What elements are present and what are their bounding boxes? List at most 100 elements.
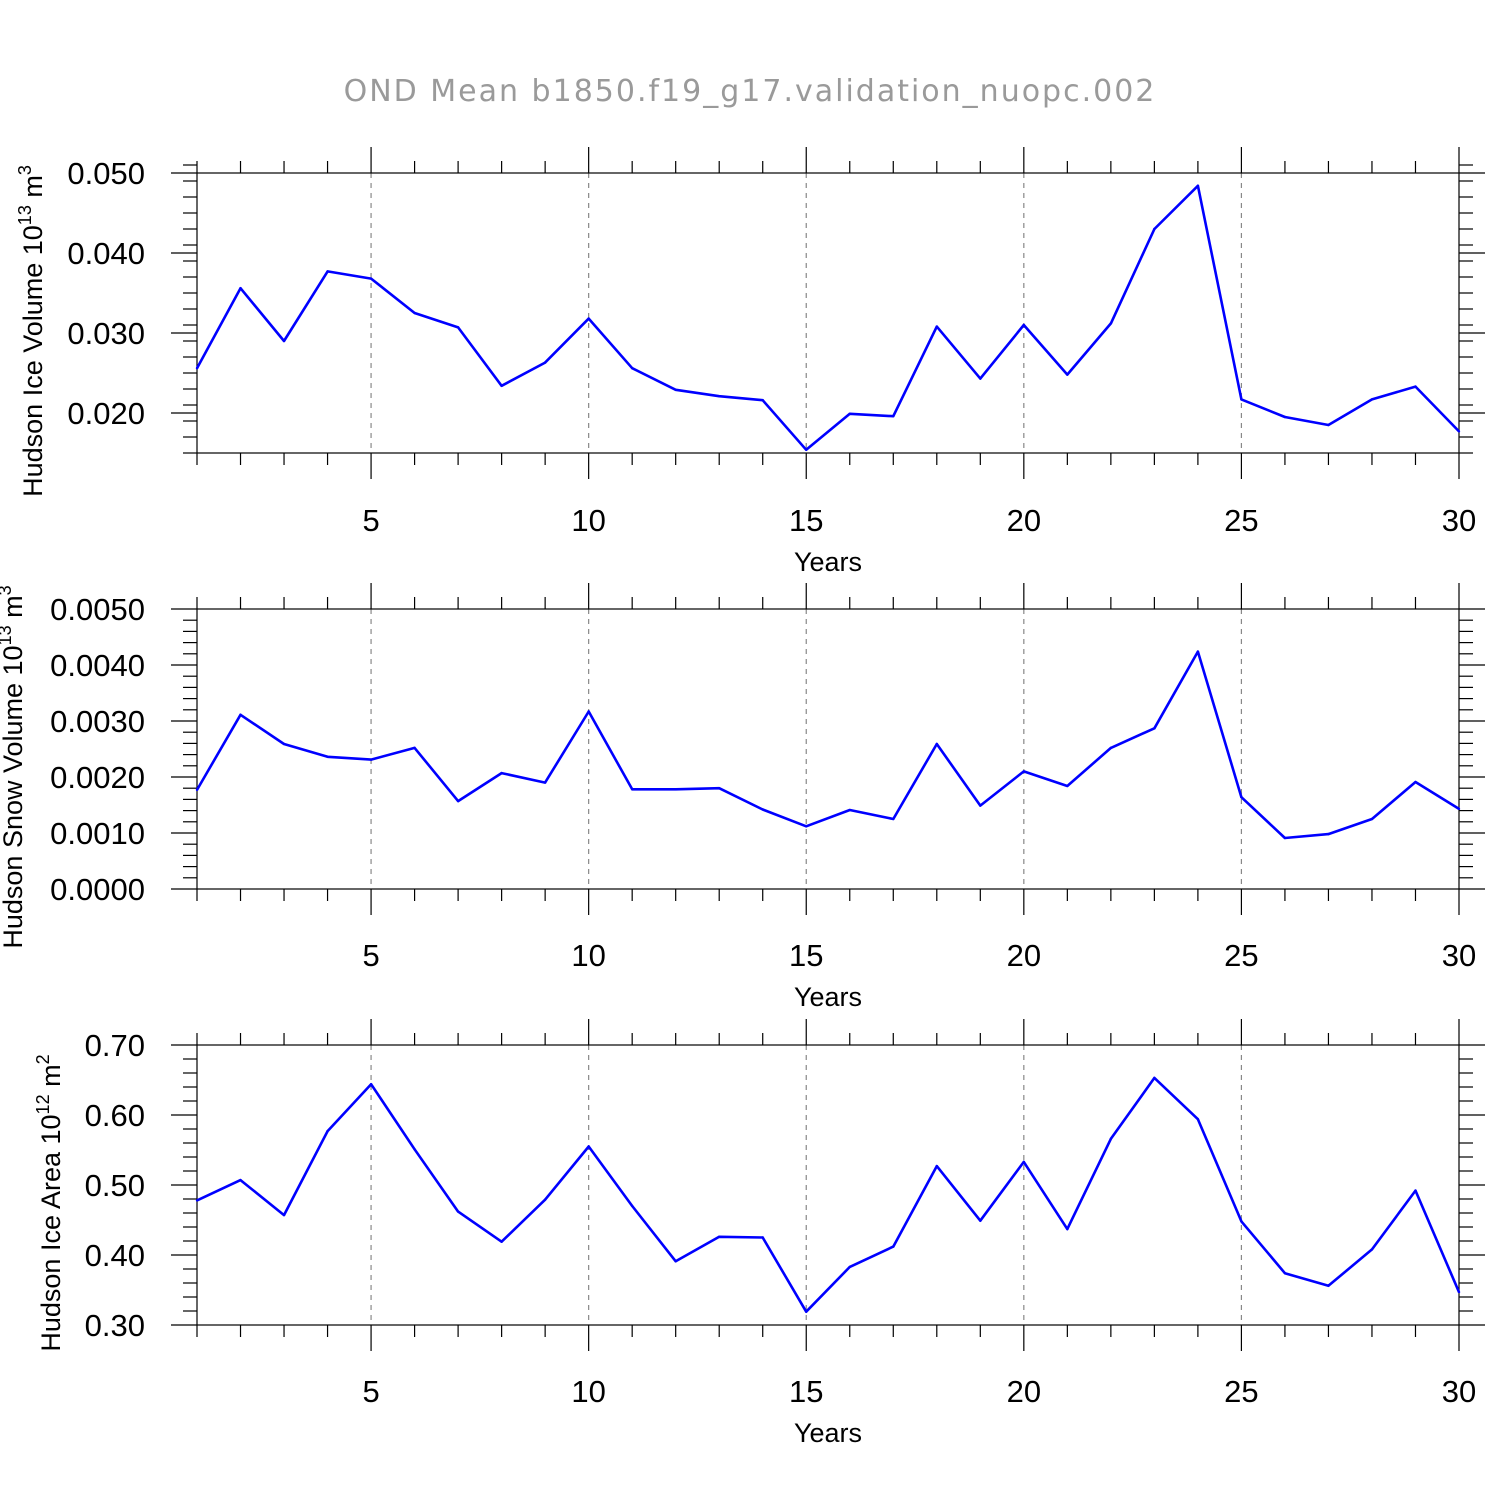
data-point xyxy=(979,1219,982,1222)
data-point xyxy=(500,1240,503,1243)
plot-frame xyxy=(196,1044,1460,1326)
data-point xyxy=(1457,430,1461,433)
data-point xyxy=(1370,398,1374,401)
data-point xyxy=(500,384,503,387)
data-point xyxy=(195,788,199,792)
data-point xyxy=(718,395,721,398)
x-tick-label: 10 xyxy=(571,503,605,538)
data-point xyxy=(1109,1137,1113,1141)
data-point xyxy=(1327,423,1330,427)
data-point xyxy=(326,1129,329,1133)
data-point xyxy=(718,1235,721,1239)
data-point xyxy=(195,367,199,370)
x-tick-label: 5 xyxy=(362,938,379,973)
chart-title: OND Mean b1850.f19_g17.validation_nuopc.… xyxy=(344,74,1157,109)
data-point xyxy=(543,361,547,364)
plot-frame xyxy=(196,608,1460,890)
x-axis-title: Years xyxy=(794,982,862,1012)
data-point xyxy=(1283,415,1287,419)
data-point xyxy=(326,270,329,273)
data-point xyxy=(1370,1248,1374,1251)
data-point xyxy=(543,781,547,784)
plot-frame xyxy=(196,172,1460,454)
data-point xyxy=(413,1148,416,1151)
data-point xyxy=(674,388,677,391)
data-point xyxy=(1240,795,1243,799)
data-point xyxy=(892,817,895,821)
y-tick-label: 0.0050 xyxy=(50,592,145,627)
data-point xyxy=(630,367,634,370)
data-point xyxy=(1370,817,1374,821)
data-point xyxy=(1283,1272,1287,1275)
x-tick-label: 15 xyxy=(789,503,823,538)
data-point xyxy=(1022,770,1026,773)
data-point xyxy=(1240,398,1243,401)
data-point xyxy=(239,713,242,717)
data-point xyxy=(892,1245,895,1248)
data-point xyxy=(1153,1076,1156,1080)
x-axis-title: Years xyxy=(794,1418,862,1448)
data-point xyxy=(1153,227,1156,231)
data-point xyxy=(282,339,286,343)
panel-snow-volume: 0.0000 0.0010 0.0020 0.0030 0.0040 0.0050 5 10 1… xyxy=(0,583,1485,1012)
data-point xyxy=(456,326,460,329)
x-tick-label: 20 xyxy=(1007,503,1041,538)
y-tick-label: 0.030 xyxy=(67,316,145,351)
data-point xyxy=(239,1178,242,1182)
x-tick-label: 5 xyxy=(362,1374,379,1409)
data-point xyxy=(935,325,938,328)
data-point xyxy=(1240,1220,1243,1223)
data-point xyxy=(587,710,590,713)
data-point xyxy=(500,771,503,775)
x-tick-label: 25 xyxy=(1224,938,1258,973)
data-point xyxy=(935,742,938,746)
data-point xyxy=(1196,184,1200,187)
data-point xyxy=(1414,780,1417,784)
x-tick-label: 5 xyxy=(362,503,379,538)
x-tick-label: 10 xyxy=(571,1374,605,1409)
y-tick-label: 0.0020 xyxy=(50,760,145,795)
data-point xyxy=(892,415,895,418)
data-point xyxy=(848,1265,851,1269)
data-point xyxy=(456,1210,460,1213)
series-line-snow-volume xyxy=(195,650,1460,840)
data-point xyxy=(1196,650,1200,653)
y-tick-label: 0.70 xyxy=(85,1028,145,1063)
data-point xyxy=(1196,1118,1200,1121)
data-point xyxy=(1066,1227,1069,1231)
x-tick-label: 10 xyxy=(571,938,605,973)
y-tick-label: 0.020 xyxy=(67,396,145,431)
data-point xyxy=(282,742,286,746)
data-point xyxy=(1414,385,1417,388)
data-point xyxy=(195,1199,199,1202)
data-point xyxy=(630,788,634,791)
panel-ice-volume: 0.020 0.030 0.040 0.050 5 10 15 20 25 30 Years Huds… xyxy=(15,147,1485,577)
data-point xyxy=(674,1260,677,1263)
data-point xyxy=(543,1198,547,1201)
data-point xyxy=(413,746,416,750)
y-tick-label: 0.050 xyxy=(67,156,145,191)
x-tick-label: 15 xyxy=(789,938,823,973)
series-line-ice-area xyxy=(196,1076,1461,1313)
data-point xyxy=(805,448,808,451)
x-tick-label: 20 xyxy=(1007,938,1041,973)
data-point xyxy=(1109,746,1113,750)
y-tick-label: 0.30 xyxy=(85,1308,145,1343)
panel-ice-area: 0.30 0.40 0.50 0.60 0.70 5 10 15 20 25 30 Years Huds… xyxy=(33,1019,1485,1448)
y-axis-title: Hudson Snow Volume 1013 m3 xyxy=(0,585,28,948)
data-point xyxy=(674,788,677,791)
data-point xyxy=(587,317,590,320)
data-point xyxy=(935,1164,938,1168)
data-point xyxy=(761,399,764,402)
x-tick-label: 30 xyxy=(1442,938,1476,973)
y-tick-label: 0.0040 xyxy=(50,648,145,683)
y-axis-title: Hudson Ice Volume 1013 m3 xyxy=(15,165,48,497)
data-point xyxy=(369,758,373,761)
x-tick-label: 30 xyxy=(1442,1374,1476,1409)
data-point xyxy=(761,808,764,811)
data-point xyxy=(848,412,851,415)
data-point xyxy=(326,755,329,759)
y-tick-label: 0.50 xyxy=(85,1168,145,1203)
data-point xyxy=(848,808,851,812)
data-point xyxy=(239,287,242,290)
